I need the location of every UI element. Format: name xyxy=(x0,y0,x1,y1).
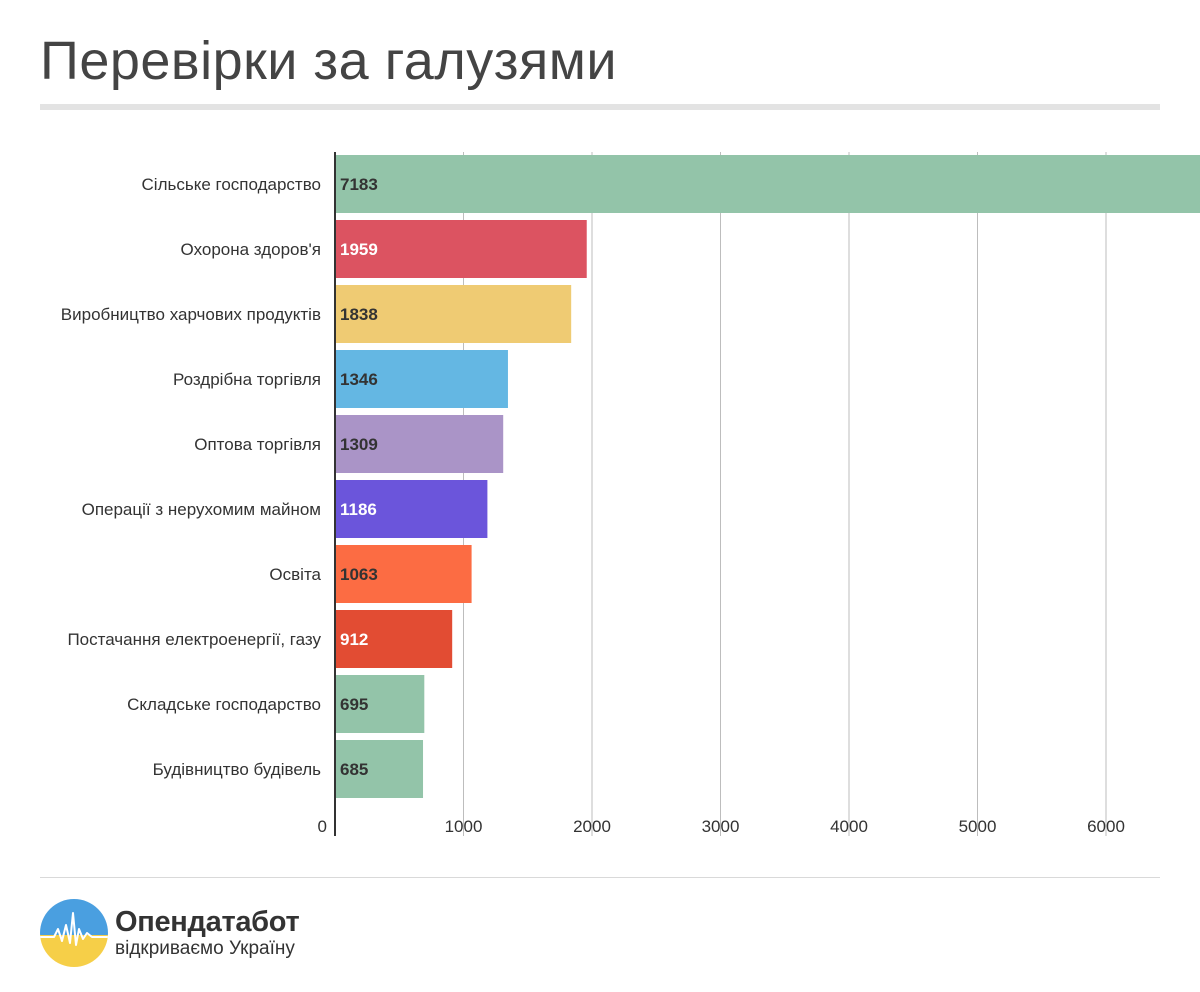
page-title: Перевірки за галузями xyxy=(40,31,618,91)
category-label: Операції з нерухомим майном xyxy=(82,500,321,519)
bar xyxy=(335,480,488,538)
category-label: Освіта xyxy=(269,565,321,584)
bar xyxy=(335,675,425,733)
x-tick-label: 6000 xyxy=(1087,817,1125,836)
bar xyxy=(335,610,453,668)
chart-category-labels: Сільське господарство Охорона здоров'я Вир… xyxy=(61,175,322,779)
data-label: 695 xyxy=(340,695,368,714)
title-divider xyxy=(40,104,1160,110)
category-label: Сільське господарство xyxy=(142,175,321,194)
category-label: Складське господарство xyxy=(127,695,321,714)
x-tick-label: 4000 xyxy=(830,817,868,836)
x-tick-label: 2000 xyxy=(573,817,611,836)
category-label: Постачання електроенергії, газу xyxy=(67,630,321,649)
data-label: 912 xyxy=(340,630,368,649)
chart-bars xyxy=(335,155,1200,798)
data-label: 1346 xyxy=(340,370,378,389)
bar xyxy=(335,415,504,473)
category-label: Роздрібна торгівля xyxy=(173,370,321,389)
data-label: 685 xyxy=(340,760,368,779)
footer-divider xyxy=(40,877,1160,878)
data-label: 1063 xyxy=(340,565,378,584)
opendatabot-logo-icon xyxy=(40,899,108,967)
bar-chart: Сільське господарство Охорона здоров'я Вир… xyxy=(61,152,1200,836)
data-label: 1309 xyxy=(340,435,378,454)
bar xyxy=(335,220,587,278)
category-label: Виробництво харчових продуктів xyxy=(61,305,321,324)
category-label: Охорона здоров'я xyxy=(181,240,321,259)
category-label: Будівництво будівель xyxy=(153,760,322,779)
brand-name: Опендатабот xyxy=(115,906,300,938)
x-tick-label: 1000 xyxy=(445,817,483,836)
bar xyxy=(335,285,572,343)
chart-x-tick-labels: 010002000300040005000600070008000 xyxy=(318,817,1125,836)
bar xyxy=(335,545,472,603)
x-tick-label: 5000 xyxy=(959,817,997,836)
bar xyxy=(335,740,424,798)
brand-tagline: відкриваємо Україну xyxy=(115,938,295,959)
x-tick-label: 3000 xyxy=(702,817,740,836)
data-label: 1838 xyxy=(340,305,378,324)
chart-value-labels: 7183 1959 1838 1346 1309 1186 1063 912 695 685 xyxy=(340,175,378,779)
bar xyxy=(335,350,508,408)
bar xyxy=(335,155,1200,213)
data-label: 1959 xyxy=(340,240,378,259)
category-label: Оптова торгівля xyxy=(194,435,321,454)
data-label: 1186 xyxy=(340,500,377,519)
data-label: 7183 xyxy=(340,175,378,194)
x-tick-label: 0 xyxy=(318,817,327,836)
